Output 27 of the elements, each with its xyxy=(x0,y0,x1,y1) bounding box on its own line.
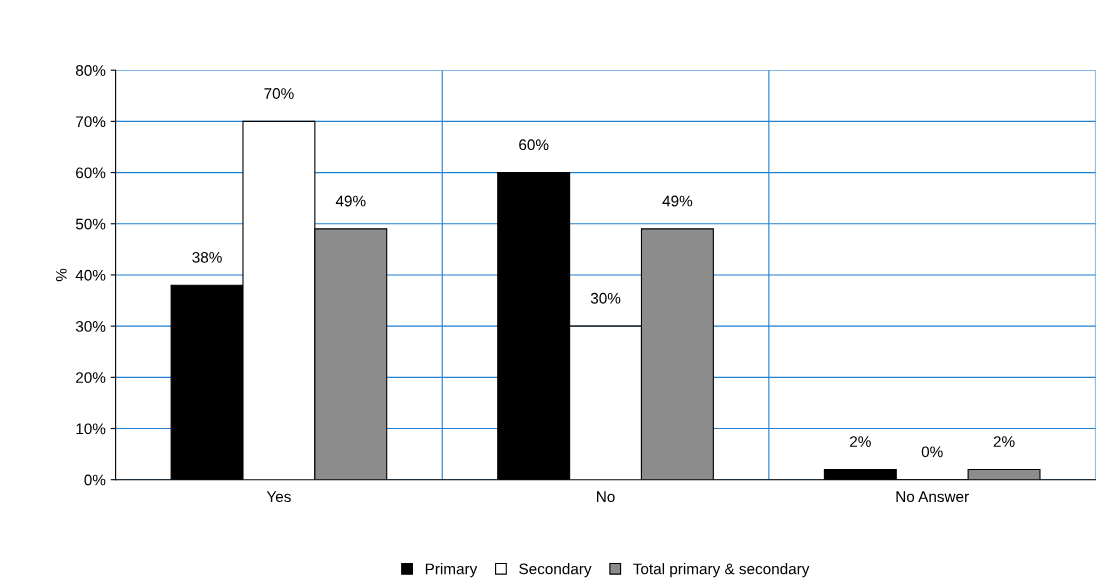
y-tick-label: 60% xyxy=(76,167,106,179)
x-tick-label: No xyxy=(597,491,615,503)
y-tick-label: 40% xyxy=(75,269,106,281)
y-tick-label: 80% xyxy=(75,65,106,76)
legend-label: Total primary & secondary xyxy=(633,563,810,578)
y-tick-label: 50% xyxy=(75,218,106,230)
bar xyxy=(823,468,897,480)
y-tick-label: 30% xyxy=(75,321,106,332)
data-label: 38% xyxy=(192,251,222,263)
y-tick-label: 20% xyxy=(76,372,106,384)
x-tick-label: No Answer xyxy=(896,491,969,503)
data-label: 60% xyxy=(519,139,549,151)
data-label: 2% xyxy=(993,436,1015,447)
data-label: 2% xyxy=(850,436,871,447)
data-label: 30% xyxy=(590,292,621,304)
y-tick-label: 10% xyxy=(76,423,106,435)
x-tick-label: Yes xyxy=(266,491,291,503)
data-label: 49% xyxy=(335,195,366,207)
y-tick-label: 70% xyxy=(76,116,106,128)
data-label: 70% xyxy=(264,88,294,99)
legend-label: Secondary xyxy=(519,563,592,578)
y-tick-label: 0% xyxy=(84,474,106,486)
data-label: 49% xyxy=(662,195,693,207)
legend-label: Primary xyxy=(425,563,478,578)
y-axis-title: % xyxy=(55,268,67,282)
bar xyxy=(967,468,1041,480)
data-label: 0% xyxy=(921,446,943,458)
